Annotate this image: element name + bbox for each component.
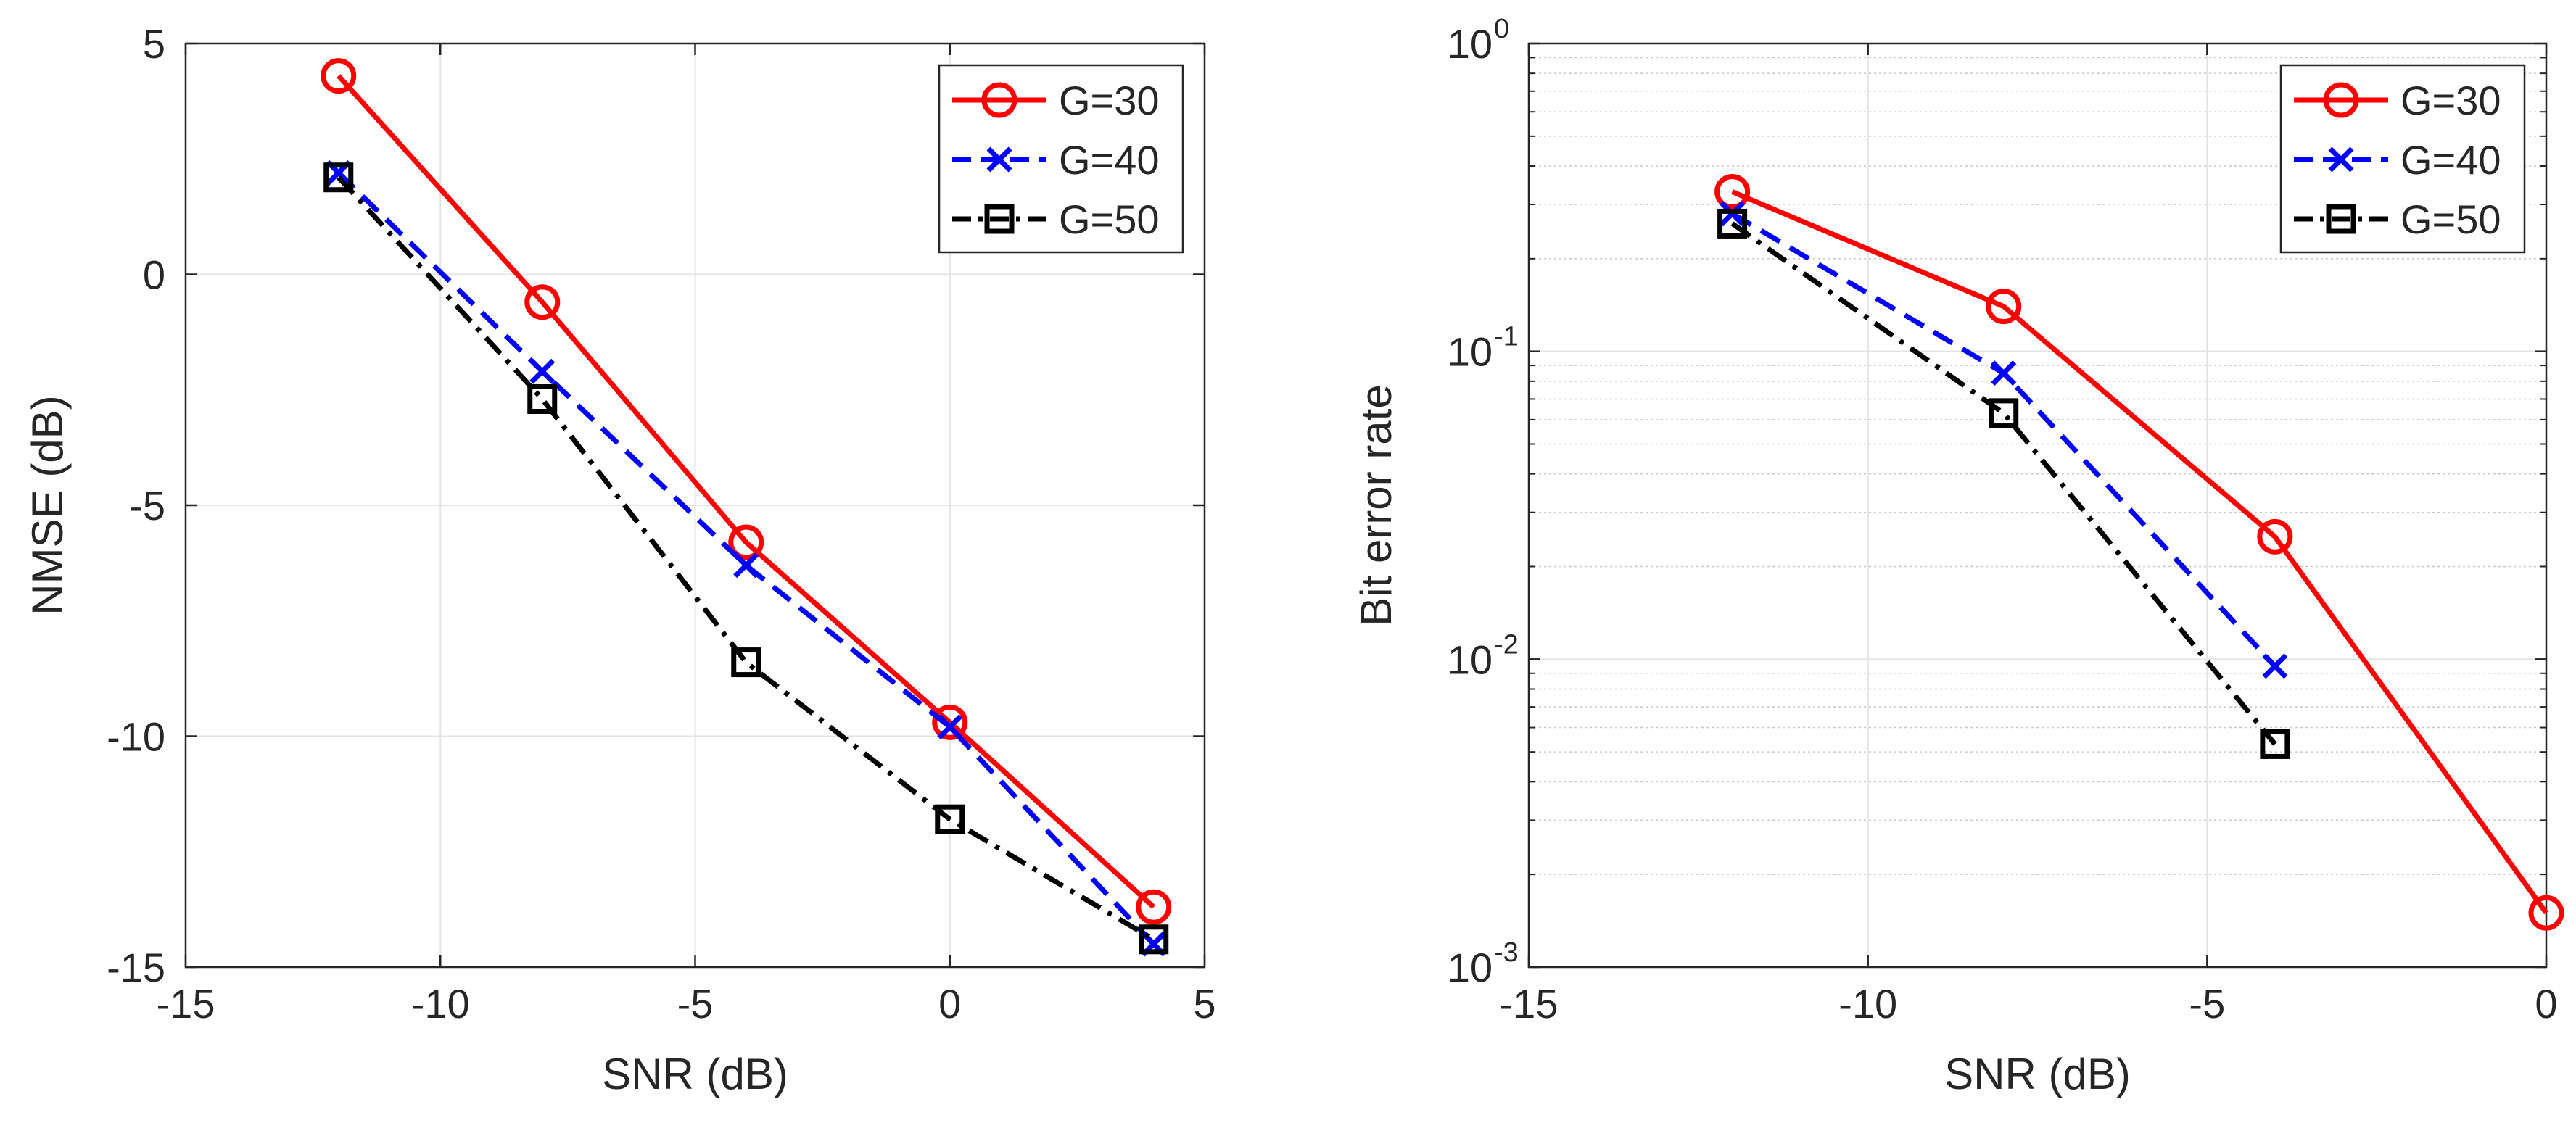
x-tick-label: 5 <box>1193 981 1215 1027</box>
y-tick-label: -10 <box>107 714 165 760</box>
legend-marker <box>2328 146 2354 173</box>
legend-marker <box>984 204 1015 234</box>
series-line-g50 <box>337 175 1155 942</box>
series-group <box>1714 173 2564 931</box>
axes-box <box>1527 42 2548 969</box>
y-tick-label: 5 <box>143 21 165 67</box>
x-tick-label: -15 <box>157 981 215 1027</box>
data-point-g30 <box>2528 895 2564 931</box>
legend: G=30 G=40 G=50 <box>2279 64 2526 254</box>
data-point-g30 <box>1714 173 1751 210</box>
data-point-g50 <box>731 647 761 678</box>
y-tick-label-base: 10 <box>1448 21 1493 67</box>
x-tick-label: -10 <box>1838 981 1897 1027</box>
x-tick-label: -10 <box>411 981 470 1027</box>
nmse-chart: -15 -10 -5 0 5 -15 -10 -5 0 5 SNR (dB) NMSE (dB) G=3… <box>23 21 1216 1098</box>
data-point-g40 <box>2262 653 2288 679</box>
x-tick-label: -5 <box>2189 981 2225 1027</box>
data-point-g30 <box>932 704 968 740</box>
data-point-g50 <box>1717 208 1748 239</box>
legend-label: G=40 <box>1059 137 1160 183</box>
legend-marker <box>986 146 1012 173</box>
data-point-g30 <box>1986 289 2022 325</box>
legend-marker <box>2326 204 2356 234</box>
y-tick-label-exponent: -2 <box>1494 629 1519 660</box>
y-tick-label-base: 10 <box>1448 329 1493 375</box>
data-point-g40 <box>1991 360 2017 386</box>
y-tick-label-exponent: -1 <box>1494 322 1519 352</box>
y-tick-label-exponent: -3 <box>1494 937 1519 968</box>
y-tick-label: 0 <box>143 252 165 298</box>
legend: G=30 G=40 G=50 <box>938 64 1184 254</box>
data-point-g40 <box>529 358 556 384</box>
x-tick-label: -5 <box>677 981 714 1027</box>
x-axis-label: SNR (dB) <box>1944 1050 2131 1098</box>
data-point-g30 <box>728 524 764 560</box>
series-line-g30 <box>337 74 1156 909</box>
y-axis-label: NMSE (dB) <box>23 395 72 615</box>
y-tick-label-base: 10 <box>1448 945 1493 990</box>
y-axis-label: Bit error rate <box>1352 384 1400 626</box>
series-line-g30 <box>1731 189 2548 915</box>
legend-marker <box>2323 82 2359 118</box>
x-tick-label: 0 <box>938 981 961 1027</box>
legend-marker <box>981 82 1017 118</box>
data-point-g50 <box>2260 729 2290 759</box>
y-tick-label-base: 10 <box>1448 637 1493 682</box>
x-axis-label: SNR (dB) <box>602 1050 788 1098</box>
data-point-g50 <box>323 162 354 193</box>
x-tick-label: -15 <box>1500 981 1559 1027</box>
series-group <box>321 58 1172 957</box>
legend-label: G=30 <box>2400 78 2501 123</box>
x-tick-label: 0 <box>2535 981 2557 1027</box>
data-point-g50 <box>1989 398 2019 428</box>
data-point-g50 <box>1139 924 1169 955</box>
legend-label: G=30 <box>1059 78 1160 123</box>
y-tick-label: -15 <box>107 945 165 990</box>
data-point-g50 <box>527 383 558 414</box>
legend-label: G=50 <box>2400 196 2501 242</box>
data-point-g40 <box>733 552 759 579</box>
y-tick-label-exponent: 0 <box>1494 14 1509 44</box>
data-point-g30 <box>1136 889 1172 925</box>
legend-label: G=40 <box>2400 137 2501 183</box>
data-point-g30 <box>2257 518 2293 555</box>
data-point-g50 <box>935 804 965 834</box>
legend-label: G=50 <box>1059 196 1160 242</box>
data-point-g30 <box>321 58 357 94</box>
data-point-g30 <box>524 284 561 320</box>
series-line-g50 <box>1730 221 2277 746</box>
data-point-g40 <box>937 714 963 740</box>
y-tick-label: -5 <box>129 483 165 528</box>
